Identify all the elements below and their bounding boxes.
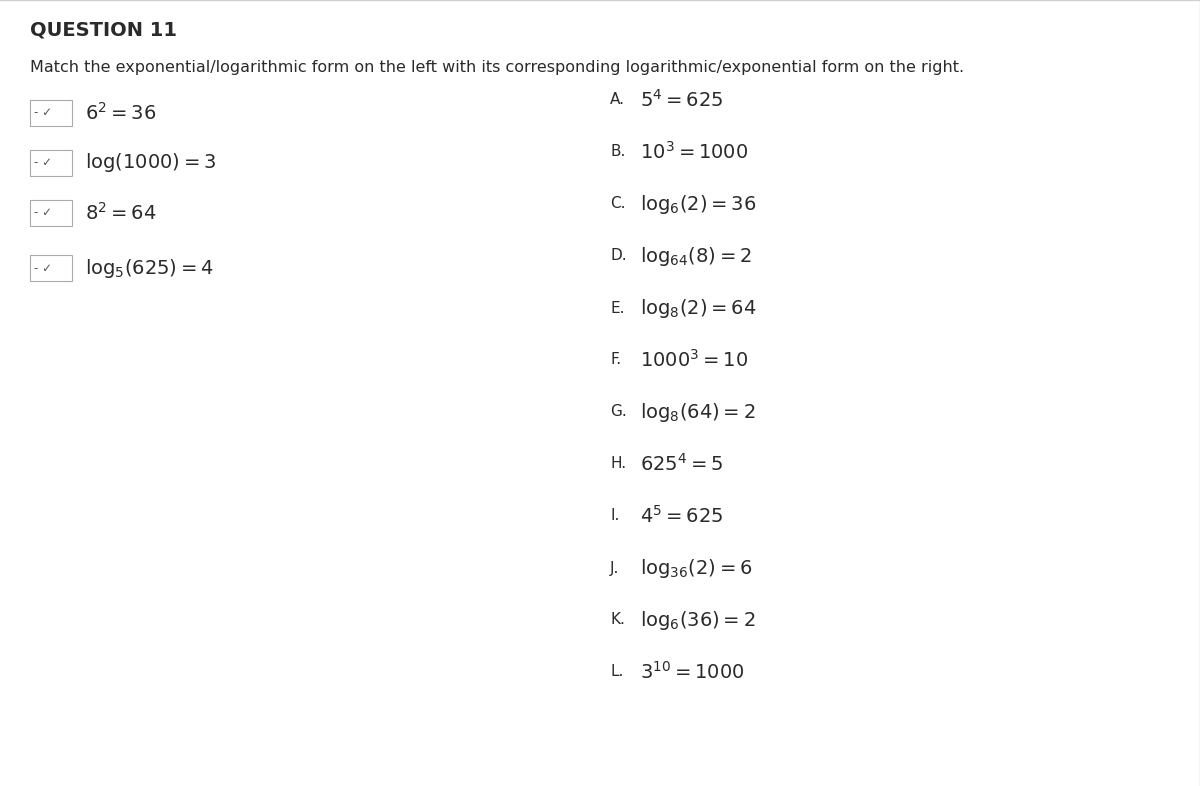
Text: $\mathregular{625}^{\mathregular{4}}\mathregular{ = 5}$: $\mathregular{625}^{\mathregular{4}}\mat… [640, 453, 724, 475]
Text: $\mathregular{log}_{\mathregular{8}}\mathregular{(2) = 64}$: $\mathregular{log}_{\mathregular{8}}\mat… [640, 296, 756, 319]
Text: D.: D. [610, 248, 626, 263]
Text: $\mathregular{8}^{\mathregular{2}}\mathregular{ = 64}$: $\mathregular{8}^{\mathregular{2}}\mathr… [85, 202, 156, 224]
Text: H.: H. [610, 457, 626, 472]
Text: $\mathregular{log}_{\mathregular{6}}\mathregular{(2) = 36}$: $\mathregular{log}_{\mathregular{6}}\mat… [640, 193, 756, 215]
Text: J.: J. [610, 560, 619, 575]
Text: B.: B. [610, 145, 625, 160]
Text: K.: K. [610, 612, 625, 627]
Text: - ✓: - ✓ [34, 207, 52, 219]
Text: L.: L. [610, 664, 623, 680]
Text: $\mathregular{log}_{\mathregular{6}}\mathregular{(36) = 2}$: $\mathregular{log}_{\mathregular{6}}\mat… [640, 608, 756, 631]
Text: $\mathregular{10}^{\mathregular{3}}\mathregular{ = 1000}$: $\mathregular{10}^{\mathregular{3}}\math… [640, 141, 749, 163]
Text: Match the exponential/logarithmic form on the left with its corresponding logari: Match the exponential/logarithmic form o… [30, 60, 964, 75]
Text: $\mathregular{log(1000) = 3}$: $\mathregular{log(1000) = 3}$ [85, 152, 216, 174]
Text: A.: A. [610, 93, 625, 108]
Text: - ✓: - ✓ [34, 262, 52, 274]
Text: $\mathregular{4}^{\mathregular{5}}\mathregular{ = 625}$: $\mathregular{4}^{\mathregular{5}}\mathr… [640, 505, 724, 527]
Text: $\mathregular{6}^{\mathregular{2}}\mathregular{ = 36}$: $\mathregular{6}^{\mathregular{2}}\mathr… [85, 102, 156, 124]
Text: $\mathregular{log}_{\mathregular{8}}\mathregular{(64) = 2}$: $\mathregular{log}_{\mathregular{8}}\mat… [640, 401, 756, 424]
Text: - ✓: - ✓ [34, 106, 52, 119]
Text: F.: F. [610, 352, 622, 368]
Text: I.: I. [610, 509, 619, 523]
Text: - ✓: - ✓ [34, 156, 52, 170]
Text: $\mathregular{1000}^{\mathregular{3}}\mathregular{ = 10}$: $\mathregular{1000}^{\mathregular{3}}\ma… [640, 349, 749, 371]
Text: $\mathregular{log}_{\mathregular{5}}\mathregular{(625) = 4}$: $\mathregular{log}_{\mathregular{5}}\mat… [85, 256, 214, 280]
Text: $\mathregular{log}_{\mathregular{64}}\mathregular{(8) = 2}$: $\mathregular{log}_{\mathregular{64}}\ma… [640, 244, 751, 267]
Text: E.: E. [610, 300, 624, 315]
Text: $\mathregular{5}^{\mathregular{4}}\mathregular{ = 625}$: $\mathregular{5}^{\mathregular{4}}\mathr… [640, 89, 724, 111]
Text: G.: G. [610, 405, 626, 420]
Text: $\mathregular{3}^{\mathregular{10}}\mathregular{ = 1000}$: $\mathregular{3}^{\mathregular{10}}\math… [640, 661, 745, 683]
Text: QUESTION 11: QUESTION 11 [30, 20, 178, 39]
Text: C.: C. [610, 196, 625, 211]
Text: $\mathregular{log}_{\mathregular{36}}\mathregular{(2) = 6}$: $\mathregular{log}_{\mathregular{36}}\ma… [640, 556, 752, 579]
